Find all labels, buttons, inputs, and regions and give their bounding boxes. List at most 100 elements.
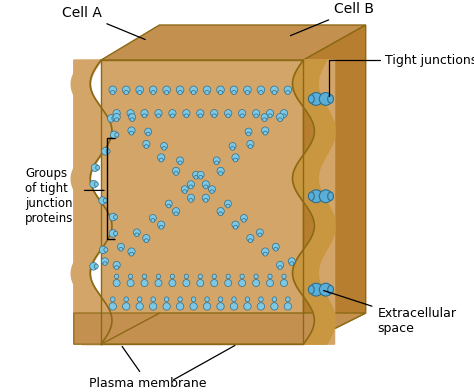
- Ellipse shape: [94, 264, 98, 269]
- Circle shape: [273, 243, 279, 250]
- Circle shape: [173, 208, 180, 215]
- Ellipse shape: [210, 190, 214, 194]
- Ellipse shape: [159, 225, 164, 229]
- Circle shape: [141, 279, 148, 287]
- Circle shape: [192, 171, 200, 178]
- Ellipse shape: [189, 198, 193, 202]
- Circle shape: [91, 164, 99, 172]
- Polygon shape: [292, 60, 335, 344]
- Ellipse shape: [232, 91, 236, 94]
- Circle shape: [129, 114, 136, 121]
- Ellipse shape: [199, 175, 203, 179]
- Ellipse shape: [128, 274, 133, 279]
- Ellipse shape: [124, 91, 128, 94]
- Circle shape: [271, 86, 278, 94]
- Circle shape: [202, 194, 210, 201]
- Circle shape: [136, 303, 143, 310]
- Circle shape: [163, 303, 170, 310]
- Polygon shape: [101, 313, 366, 344]
- Circle shape: [90, 263, 97, 270]
- Circle shape: [217, 208, 224, 215]
- Ellipse shape: [230, 147, 235, 150]
- Ellipse shape: [215, 161, 219, 165]
- Ellipse shape: [212, 114, 217, 118]
- Ellipse shape: [272, 91, 277, 94]
- Ellipse shape: [110, 91, 115, 94]
- Ellipse shape: [240, 114, 244, 118]
- Ellipse shape: [309, 285, 314, 294]
- Ellipse shape: [242, 219, 246, 222]
- Circle shape: [230, 303, 237, 310]
- Ellipse shape: [115, 118, 119, 122]
- Ellipse shape: [174, 172, 178, 175]
- Circle shape: [113, 114, 120, 121]
- Ellipse shape: [246, 132, 251, 136]
- Ellipse shape: [114, 215, 118, 219]
- Polygon shape: [74, 60, 112, 344]
- Ellipse shape: [245, 297, 250, 302]
- Circle shape: [181, 186, 188, 192]
- Ellipse shape: [245, 91, 250, 94]
- Circle shape: [109, 230, 117, 237]
- Circle shape: [217, 167, 224, 174]
- Circle shape: [284, 86, 292, 94]
- Circle shape: [288, 258, 295, 265]
- Circle shape: [203, 86, 211, 94]
- Ellipse shape: [278, 266, 282, 270]
- Circle shape: [230, 86, 238, 94]
- Ellipse shape: [204, 185, 208, 189]
- Circle shape: [225, 279, 232, 287]
- Circle shape: [266, 279, 273, 287]
- Circle shape: [187, 181, 194, 188]
- Ellipse shape: [218, 297, 223, 302]
- Circle shape: [276, 114, 284, 121]
- Ellipse shape: [142, 114, 146, 118]
- Polygon shape: [292, 60, 335, 344]
- Circle shape: [190, 303, 197, 310]
- Circle shape: [257, 86, 265, 94]
- Circle shape: [203, 303, 211, 310]
- Ellipse shape: [146, 132, 150, 136]
- Ellipse shape: [112, 116, 116, 121]
- Ellipse shape: [156, 114, 161, 118]
- Circle shape: [128, 127, 135, 134]
- Ellipse shape: [159, 158, 164, 162]
- Circle shape: [319, 283, 332, 296]
- Ellipse shape: [110, 297, 115, 302]
- Circle shape: [276, 261, 284, 269]
- Circle shape: [271, 303, 278, 310]
- Ellipse shape: [137, 297, 142, 302]
- Circle shape: [157, 221, 165, 228]
- Ellipse shape: [151, 91, 155, 94]
- Circle shape: [197, 110, 204, 117]
- Ellipse shape: [189, 185, 193, 189]
- Ellipse shape: [115, 132, 119, 137]
- Circle shape: [145, 128, 152, 135]
- Ellipse shape: [232, 297, 236, 302]
- Ellipse shape: [290, 262, 294, 265]
- Ellipse shape: [137, 91, 142, 94]
- Ellipse shape: [170, 274, 174, 279]
- Circle shape: [143, 234, 150, 242]
- Polygon shape: [303, 25, 366, 344]
- Circle shape: [133, 229, 140, 236]
- Circle shape: [281, 279, 287, 287]
- Circle shape: [244, 86, 251, 94]
- Ellipse shape: [286, 91, 290, 94]
- Ellipse shape: [115, 266, 119, 270]
- Circle shape: [266, 110, 273, 117]
- Circle shape: [238, 110, 246, 117]
- Circle shape: [118, 243, 124, 250]
- Ellipse shape: [198, 114, 202, 118]
- Ellipse shape: [115, 114, 119, 118]
- Circle shape: [127, 110, 134, 117]
- Circle shape: [232, 154, 239, 161]
- Ellipse shape: [106, 149, 110, 154]
- Ellipse shape: [282, 274, 286, 279]
- Circle shape: [225, 200, 231, 207]
- Circle shape: [232, 221, 239, 228]
- Ellipse shape: [259, 91, 263, 94]
- Circle shape: [113, 279, 120, 287]
- Ellipse shape: [248, 239, 253, 243]
- Ellipse shape: [309, 95, 314, 103]
